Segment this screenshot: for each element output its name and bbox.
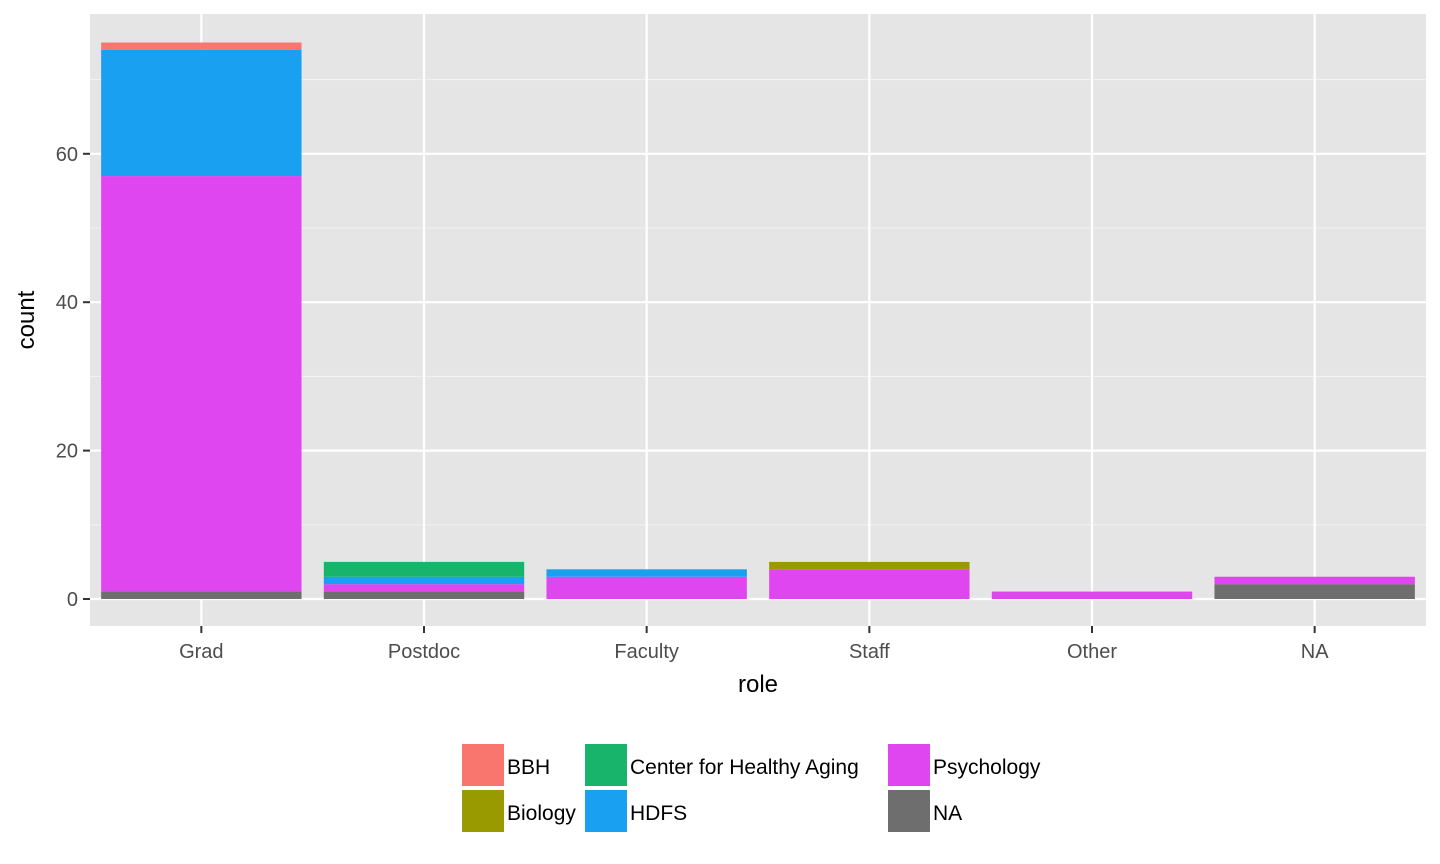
y-tick-label: 20 [56,441,78,463]
x-tick-label: Faculty [614,641,678,663]
bar-segment [101,176,302,592]
legend-label: HDFS [630,802,687,825]
x-axis-title: role [738,671,778,698]
plot-panel [90,14,1426,626]
legend-swatch [888,744,930,786]
y-axis-title: count [13,290,40,349]
y-tick-label: 60 [56,144,78,166]
legend-label: NA [933,802,962,825]
bar-segment [1214,576,1415,585]
bar-segment [101,49,302,177]
legend-item: Biology [462,790,576,832]
bar-segment [1214,584,1415,599]
y-tick-label: 0 [67,589,78,611]
bar-segment [101,591,302,599]
bar-segment [546,569,747,577]
bar-segment [323,584,525,592]
bar-segment [546,576,747,599]
bar-segment [323,591,525,599]
x-tick-label: Other [1067,641,1117,663]
legend-item: NA [888,790,962,832]
legend-label: Psychology [933,756,1041,779]
legend-label: Biology [507,802,576,825]
x-tick-label: Grad [179,641,223,663]
bar-segment [991,591,1193,599]
legend-swatch [462,790,504,832]
x-tick-label: Postdoc [388,641,460,663]
bar-segment [101,42,302,50]
x-axis: Grad Postdoc Faculty Staff Other NA [179,626,1329,663]
bar-segment [769,569,970,599]
legend-swatch [888,790,930,832]
x-tick-label: NA [1301,641,1329,663]
bars [101,42,1415,599]
bar-segment [323,561,525,577]
legend-item: HDFS [585,790,687,832]
bar-segment [769,561,970,570]
y-axis: 0 20 40 60 [56,144,90,611]
bar-segment [323,576,525,585]
legend-swatch [585,790,627,832]
legend-item: Center for Healthy Aging [585,744,859,786]
x-tick-label: Staff [849,641,890,663]
legend-swatch [585,744,627,786]
y-tick-label: 40 [56,292,78,314]
legend-item: Psychology [888,744,1041,786]
legend-item: BBH [462,744,550,786]
legend-label: BBH [507,756,550,779]
legend: BBH Biology Center for Healthy Aging HDFS Ps… [462,744,1041,832]
legend-label: Center for Healthy Aging [630,756,859,779]
legend-swatch [462,744,504,786]
